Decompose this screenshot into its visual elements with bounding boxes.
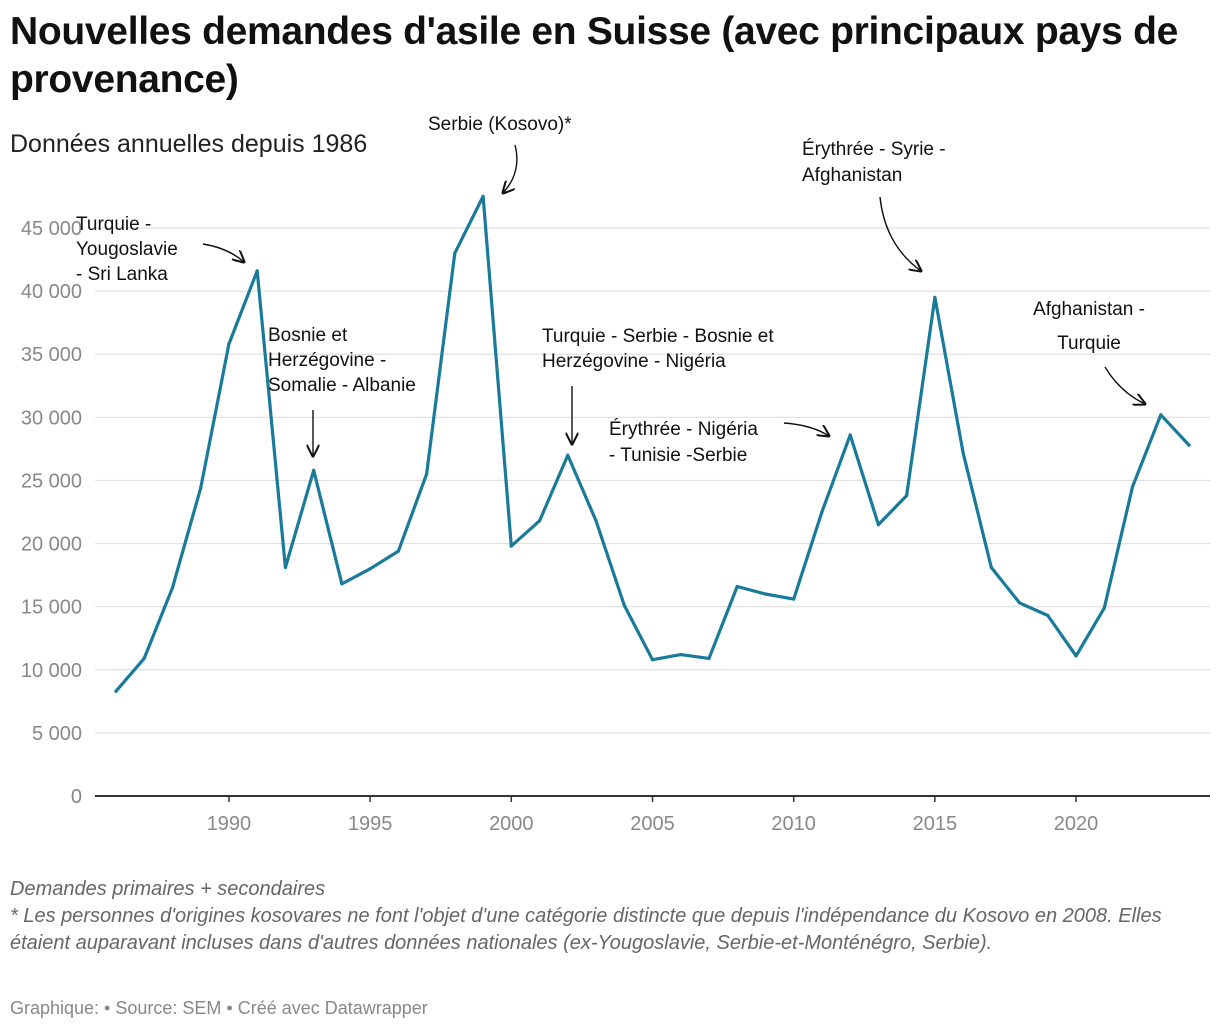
annotation-text: Turquie - Yougoslavie - Sri Lanka <box>76 214 178 285</box>
annotation-line: - Tunisie -Serbie <box>609 445 747 466</box>
data-point-2016 <box>961 451 965 455</box>
annotation-text: Afghanistan - Turquie <box>1033 299 1145 354</box>
annotation-arrow <box>783 422 829 436</box>
data-point-1997 <box>425 472 429 476</box>
data-point-1987 <box>142 656 146 661</box>
data-point-1994 <box>340 582 344 586</box>
data-point-2005 <box>650 658 655 662</box>
x-tick-label: 2015 <box>913 813 958 835</box>
annotation-line: Afghanistan <box>802 165 902 186</box>
data-point-2017 <box>989 565 993 570</box>
data-point-2008 <box>735 584 739 589</box>
line-chart: 0 5 000 10 000 15 000 20 000 25 000 30 000 35 0… <box>21 114 1210 835</box>
y-tick-label: 20 000 <box>21 534 82 556</box>
annotation-2023: Afghanistan - Turquie <box>1033 299 1145 404</box>
annotation-arrow <box>879 196 921 271</box>
data-point-2001 <box>538 519 542 523</box>
y-tick-label: 5 000 <box>32 723 82 745</box>
annotation-1993: Bosnie et Herzégovine - Somalie - Albanie <box>268 325 416 456</box>
y-tick-label: 45 000 <box>21 218 82 240</box>
annotation-line: Turquie - Serbie - Bosnie et <box>542 326 774 347</box>
data-point-2010 <box>792 597 796 601</box>
annotation-arrow <box>1104 366 1145 404</box>
data-point-2015 <box>933 295 937 299</box>
data-point-1989 <box>199 486 203 490</box>
annotation-line: Turquie - <box>76 214 151 235</box>
annotation-line: Yougoslavie <box>76 239 178 260</box>
x-tick-label: 2005 <box>630 813 675 835</box>
series-line <box>114 194 1191 693</box>
data-point-1993 <box>312 468 316 472</box>
annotation-line: Érythrée - Nigéria <box>609 419 758 440</box>
data-point-1995 <box>368 567 372 571</box>
data-point-2019 <box>1046 613 1050 618</box>
y-tick-label: 10 000 <box>21 660 82 682</box>
annotation-arrow <box>202 243 244 262</box>
x-tick-label: 2000 <box>489 813 534 835</box>
annotation-1999: Serbie (Kosovo)* <box>428 114 572 193</box>
data-point-2009 <box>763 592 768 596</box>
data-point-2023 <box>1159 413 1163 417</box>
x-tick-label: 2020 <box>1054 813 1099 835</box>
annotation-text: Turquie - Serbie - Bosnie et Herzégovine … <box>542 326 774 372</box>
y-tick-label: 35 000 <box>21 344 82 366</box>
data-point-1990 <box>227 342 231 346</box>
annotation-line: Érythrée - Syrie - <box>802 139 946 160</box>
x-tick-label: 1995 <box>348 813 393 835</box>
annotation-text: Serbie (Kosovo)* <box>428 114 572 135</box>
chart-title: Nouvelles demandes d'asile en Suisse (av… <box>10 10 1178 101</box>
annotation-line: Turquie <box>1057 333 1121 354</box>
data-point-2007 <box>707 656 711 661</box>
data-point-2021 <box>1102 606 1106 610</box>
annotation-text: Érythrée - Syrie - Afghanistan <box>802 139 946 186</box>
data-point-2006 <box>679 653 683 657</box>
y-tick-label: 40 000 <box>21 281 82 303</box>
annotation-line: Afghanistan - <box>1033 299 1145 320</box>
data-point-2002 <box>566 453 570 457</box>
chart-footer: Graphique: • Source: SEM • Créé avec Dat… <box>10 998 428 1018</box>
y-tick-label: 30 000 <box>21 407 82 429</box>
data-point-2003 <box>594 519 598 523</box>
annotation-2012: Érythrée - Nigéria - Tunisie -Serbie <box>609 419 829 466</box>
annotation-line: - Sri Lanka <box>76 264 168 285</box>
y-tick-label: 0 <box>71 786 82 808</box>
data-point-2013 <box>876 523 881 527</box>
annotation-text: Érythrée - Nigéria - Tunisie -Serbie <box>609 419 758 466</box>
data-point-2004 <box>622 603 626 608</box>
data-point-2012 <box>848 433 852 437</box>
data-point-2000 <box>509 544 513 548</box>
data-point-1999 <box>481 194 485 198</box>
data-point-2014 <box>905 494 909 498</box>
annotation-line: Herzégovine - <box>268 350 386 371</box>
annotation-line: Somalie - Albanie <box>268 375 416 396</box>
data-point-1998 <box>453 251 457 255</box>
data-point-1988 <box>170 586 175 590</box>
data-point-1986 <box>114 689 118 693</box>
annotation-text: Bosnie et Herzégovine - Somalie - Albanie <box>268 325 416 396</box>
note-primary: Demandes primaires + secondaires <box>10 878 326 900</box>
chart-subtitle: Données annuelles depuis 1986 <box>10 130 368 158</box>
x-tick-label: 2010 <box>771 813 816 835</box>
note-kosovo: * Les personnes d'origines kosovares ne … <box>10 905 1162 954</box>
y-tick-label: 15 000 <box>21 597 82 619</box>
annotation-line: Herzégovine - Nigéria <box>542 351 726 372</box>
data-point-1996 <box>396 549 400 553</box>
annotation-line: Serbie (Kosovo)* <box>428 114 572 135</box>
data-point-2018 <box>1018 601 1022 605</box>
annotation-arrow <box>503 144 518 193</box>
chart-notes: Demandes primaires + secondaires * Les p… <box>10 876 1215 957</box>
data-point-1991 <box>255 269 259 273</box>
y-tick-label: 25 000 <box>21 470 82 492</box>
x-tick-label: 1990 <box>207 813 252 835</box>
data-point-2022 <box>1130 485 1135 489</box>
data-point-1992 <box>283 565 287 570</box>
annotation-line: Bosnie et <box>268 325 348 346</box>
annotation-2015: Érythrée - Syrie - Afghanistan <box>802 139 946 271</box>
data-point-2020 <box>1074 654 1078 658</box>
annotation-2002: Turquie - Serbie - Bosnie et Herzégovine … <box>542 326 774 444</box>
data-point-2011 <box>820 510 824 514</box>
annotation-1991: Turquie - Yougoslavie - Sri Lanka <box>76 214 244 285</box>
data-point-2024 <box>1187 443 1191 447</box>
